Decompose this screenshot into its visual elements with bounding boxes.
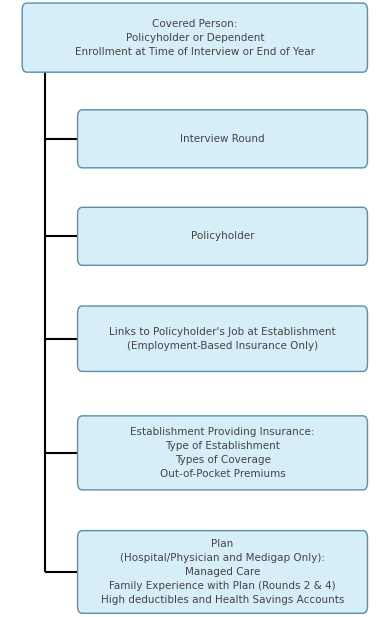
Text: Plan
(Hospital/Physician and Medigap Only):
Managed Care
Family Experience with : Plan (Hospital/Physician and Medigap Onl… bbox=[101, 539, 344, 605]
FancyBboxPatch shape bbox=[22, 3, 367, 72]
FancyBboxPatch shape bbox=[78, 110, 367, 168]
Text: Links to Policyholder's Job at Establishment
(Employment-Based Insurance Only): Links to Policyholder's Job at Establish… bbox=[109, 327, 336, 350]
FancyBboxPatch shape bbox=[78, 416, 367, 490]
Text: Policyholder: Policyholder bbox=[191, 231, 254, 241]
Text: Covered Person:
Policyholder or Dependent
Enrollment at Time of Interview or End: Covered Person: Policyholder or Dependen… bbox=[75, 19, 315, 57]
Text: Interview Round: Interview Round bbox=[180, 134, 265, 144]
FancyBboxPatch shape bbox=[78, 207, 367, 265]
FancyBboxPatch shape bbox=[78, 306, 367, 371]
FancyBboxPatch shape bbox=[78, 531, 367, 613]
Text: Establishment Providing Insurance:
Type of Establishment
Types of Coverage
Out-o: Establishment Providing Insurance: Type … bbox=[130, 427, 315, 479]
